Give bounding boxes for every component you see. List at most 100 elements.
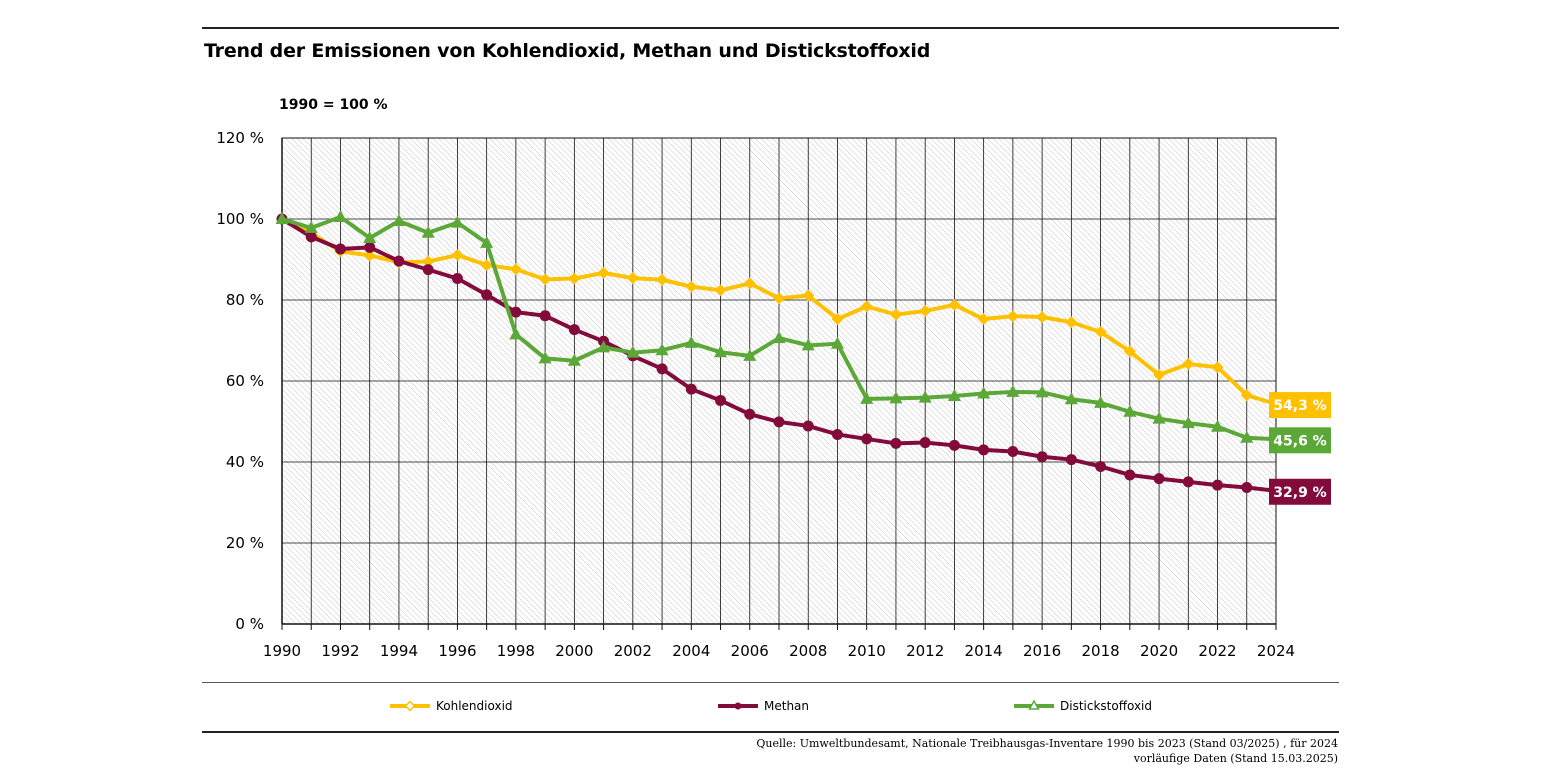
data-point	[1064, 392, 1078, 405]
bottom-rule	[202, 731, 1339, 733]
end-label-text: 32,9 %	[1273, 485, 1326, 501]
data-point	[860, 300, 873, 313]
y-tick-label: 100 %	[216, 210, 264, 228]
data-point	[597, 340, 611, 353]
line-chart: 0 % 20 % 40 % 60 % 80 % 100 % 120 % 1990 1992 199…	[216, 129, 1331, 660]
data-point	[422, 255, 435, 268]
data-point	[1065, 454, 1077, 466]
x-tick-label: 1992	[321, 642, 359, 660]
data-point	[1036, 311, 1049, 324]
data-point	[422, 264, 434, 276]
data-point	[451, 249, 464, 262]
x-tick-label: 2008	[789, 642, 827, 660]
legend-swatch-methan	[718, 702, 758, 710]
source-note: Quelle: Umweltbundesamt, Nationale Treib…	[756, 736, 1338, 766]
data-point	[451, 273, 463, 285]
data-point	[802, 420, 814, 432]
data-point	[480, 259, 493, 272]
data-point	[744, 408, 756, 420]
data-point	[831, 428, 843, 440]
end-label-kohlendioxid: 54,3 %	[1269, 392, 1331, 419]
data-point	[978, 444, 990, 456]
data-point	[861, 433, 873, 445]
data-point	[1007, 445, 1019, 457]
data-point	[567, 353, 581, 366]
data-point	[1094, 325, 1107, 338]
data-point	[1211, 361, 1224, 374]
top-rule	[202, 27, 1339, 29]
x-tick-label: 2002	[614, 642, 652, 660]
y-tick-label: 80 %	[226, 291, 264, 309]
data-point	[918, 390, 932, 403]
data-point	[539, 310, 551, 322]
data-point	[304, 220, 318, 233]
data-point	[363, 249, 376, 262]
x-tick-label: 2006	[731, 642, 769, 660]
end-label-box	[1269, 478, 1331, 505]
data-point	[334, 243, 346, 255]
data-point	[1123, 404, 1137, 417]
y-tick-label: 120 %	[216, 129, 264, 147]
data-point	[714, 345, 728, 358]
data-point	[948, 439, 960, 451]
x-tick-label: 2018	[1081, 642, 1119, 660]
y-tick-label: 0 %	[235, 615, 264, 633]
data-point	[1006, 310, 1019, 323]
data-point	[1095, 460, 1107, 472]
legend-label-kohlendioxid: Kohlendioxid	[436, 699, 513, 713]
data-point	[597, 266, 610, 279]
data-point	[947, 388, 961, 401]
data-point	[714, 284, 727, 297]
chart-title: Trend der Emissionen von Kohlendioxid, M…	[204, 40, 931, 62]
data-point	[684, 335, 698, 348]
legend-label-distickstoffoxid: Distickstoffoxid	[1060, 699, 1153, 713]
data-point	[715, 394, 727, 406]
end-label-methan: 32,9 %	[1269, 478, 1331, 505]
source-line-2: vorläufige Daten (Stand 15.03.2025)	[1133, 752, 1338, 765]
data-point	[568, 324, 580, 336]
data-point	[1123, 345, 1136, 358]
y-tick-label: 20 %	[226, 534, 264, 552]
data-point	[1241, 482, 1253, 494]
data-point	[392, 214, 406, 227]
data-point	[1153, 368, 1166, 381]
end-label-text: 54,3 %	[1273, 398, 1326, 414]
data-point	[830, 336, 844, 349]
data-point	[831, 313, 844, 326]
data-point	[1212, 479, 1224, 491]
x-tick-label: 2016	[1023, 642, 1061, 660]
x-tick-label: 1998	[497, 642, 535, 660]
data-point	[743, 277, 756, 290]
y-tick-label: 40 %	[226, 453, 264, 471]
data-point	[450, 215, 464, 228]
data-point	[539, 273, 552, 286]
data-point	[685, 383, 697, 395]
data-point	[802, 289, 815, 302]
data-point	[743, 348, 757, 361]
end-label-box	[1269, 427, 1331, 454]
data-point	[1035, 385, 1049, 398]
x-tick-label: 2014	[965, 642, 1003, 660]
data-point	[685, 280, 698, 293]
data-point	[889, 391, 903, 404]
data-point	[656, 363, 668, 375]
data-point	[919, 304, 932, 317]
data-point	[1153, 473, 1165, 485]
end-label-distickstoffoxid: 45,6 %	[1269, 427, 1331, 454]
data-point	[1065, 316, 1078, 329]
data-point	[509, 327, 523, 340]
data-point	[626, 345, 640, 358]
data-point	[1182, 357, 1195, 370]
x-tick-label: 1996	[438, 642, 476, 660]
data-point	[1182, 476, 1194, 488]
x-tick-label: 2020	[1140, 642, 1178, 660]
x-tick-label: 2004	[672, 642, 710, 660]
data-point	[860, 391, 874, 404]
source-line-1: Quelle: Umweltbundesamt, Nationale Treib…	[756, 737, 1338, 750]
series-distickstoffoxid	[275, 209, 1283, 445]
x-tick-label: 2010	[848, 642, 886, 660]
data-point	[1036, 451, 1048, 463]
data-point	[773, 416, 785, 428]
data-point	[421, 225, 435, 238]
data-point	[510, 306, 522, 318]
